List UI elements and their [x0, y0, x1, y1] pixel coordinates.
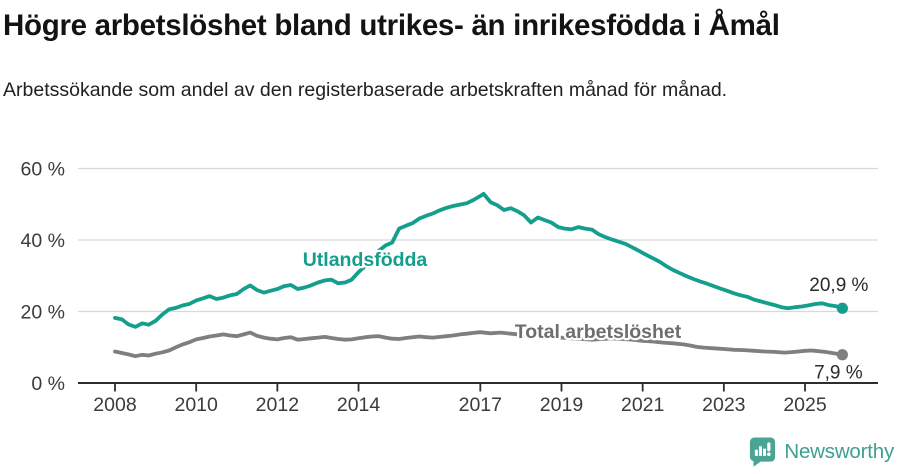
newsworthy-logo[interactable]: Newsworthy [749, 437, 894, 467]
y-axis-tick-label: 40 % [21, 230, 65, 252]
x-axis-tick-label: 2008 [93, 394, 136, 416]
series-line-utlandsf-dda [113, 191, 845, 329]
newsworthy-bubble-chart-icon [750, 437, 776, 467]
end-value-label-utlandsf-dda: 20,9 % [809, 275, 868, 296]
x-axis-tick-label: 2021 [621, 394, 664, 416]
y-axis-tick-label: 20 % [21, 302, 65, 324]
x-axis-tick-label: 2014 [337, 394, 381, 416]
series-label-utlandsf-dda: Utlandsfödda [303, 249, 428, 271]
x-axis-tick-label: 2023 [702, 394, 745, 416]
end-value-label-total-arbetsl-shet: 7,9 % [814, 362, 863, 383]
page-title: Högre arbetslöshet bland utrikes- än inr… [3, 9, 780, 42]
newsworthy-wordmark: Newsworthy [784, 440, 894, 463]
x-axis-tick-label: 2019 [540, 394, 583, 416]
x-axis-tick-label: 2012 [256, 394, 299, 416]
x-axis-tick-label: 2017 [459, 394, 502, 416]
chart-subtitle: Arbetssökande som andel av den registerb… [3, 79, 728, 101]
end-dot-total-arbetsl-shet [836, 349, 848, 361]
x-axis-tick-label: 2025 [783, 394, 827, 416]
x-axis-tick-label: 2010 [174, 394, 218, 416]
series-label-total-arbetsl-shet: Total arbetslöshet [515, 321, 682, 343]
y-axis-tick-label: 0 % [31, 373, 65, 395]
series-line-total-arbetsl-shet [113, 330, 845, 359]
end-dot-utlandsf-dda [836, 302, 848, 314]
y-axis-tick-label: 60 % [21, 159, 65, 181]
